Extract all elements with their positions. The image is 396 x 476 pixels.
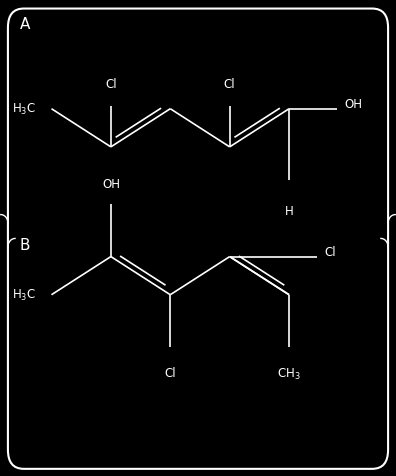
Text: H$_3$C: H$_3$C <box>11 102 36 117</box>
Text: CH$_3$: CH$_3$ <box>277 367 301 382</box>
Text: OH: OH <box>345 98 362 111</box>
Text: H: H <box>285 205 293 218</box>
Text: OH: OH <box>102 178 120 190</box>
Text: B: B <box>20 238 30 253</box>
Text: A: A <box>20 17 30 31</box>
Text: Cl: Cl <box>105 78 117 90</box>
Text: Cl: Cl <box>224 78 236 90</box>
Text: Cl: Cl <box>164 367 176 379</box>
Text: Cl: Cl <box>325 246 336 259</box>
Text: H$_3$C: H$_3$C <box>11 288 36 303</box>
